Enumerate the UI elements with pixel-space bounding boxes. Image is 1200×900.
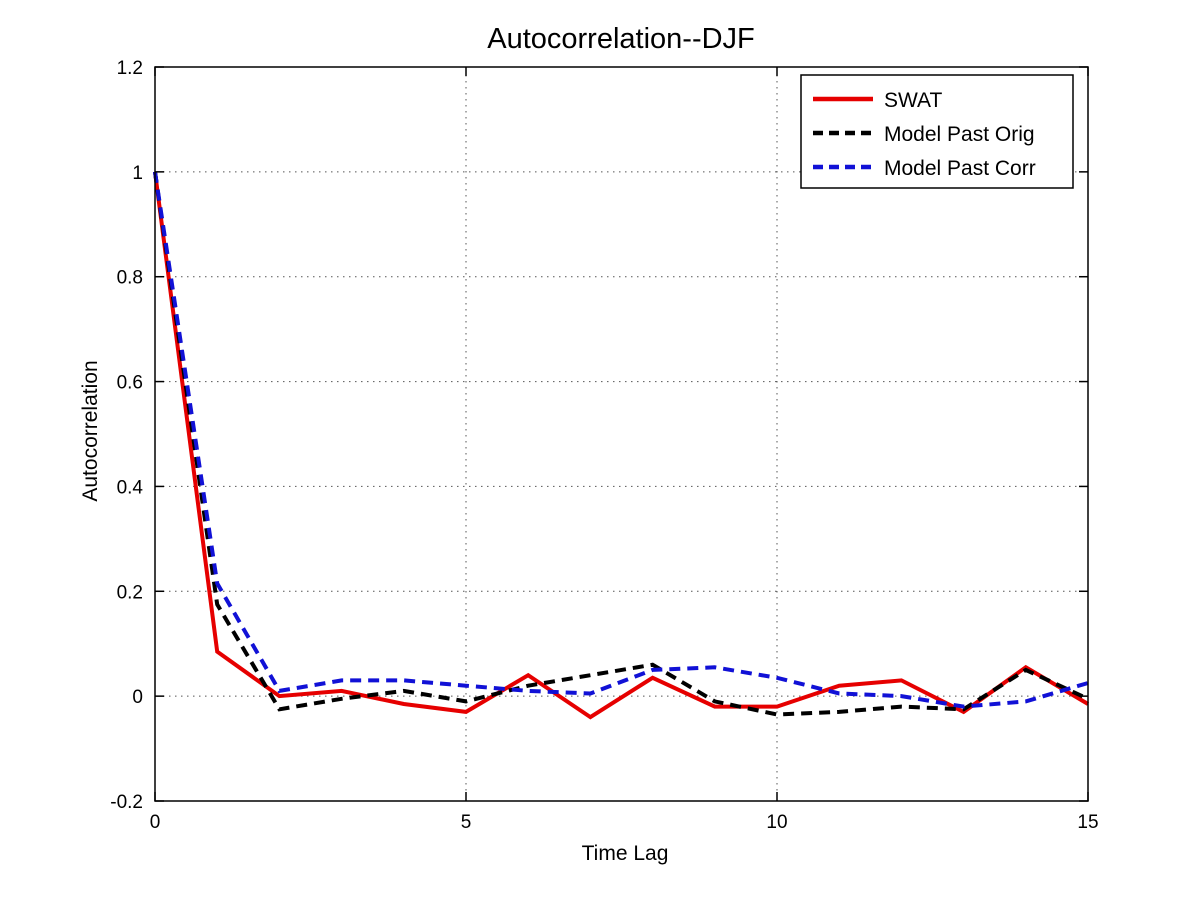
y-tick-label: -0.2 [110,792,143,813]
y-tick-label: 0.4 [117,477,144,498]
legend-item-model-past-orig: Model Past Orig [813,123,1035,146]
legend-label-model-past-corr: Model Past Corr [884,157,1036,180]
y-axis-label: Autocorrelation [79,360,102,501]
y-tick-labels: -0.2 0 0.2 0.4 0.6 0.8 1 1.2 [110,58,143,813]
y-tick-label: 1 [132,163,143,184]
legend-label-model-past-orig: Model Past Orig [884,123,1035,146]
legend-item-model-past-corr: Model Past Corr [813,157,1036,180]
y-tick-label: 1.2 [117,58,143,79]
plot-border [154,66,1089,802]
y-tick-label: 0 [132,687,143,708]
legend: SWAT Model Past Orig Model Past Corr [800,74,1074,189]
x-tick-labels: 0 5 10 15 [150,812,1099,833]
series-line-swat [153,171,1090,720]
x-axis-label: Time Lag [582,842,669,865]
x-tick-label: 5 [461,812,472,833]
y-tick-label: 0.2 [117,582,143,603]
series-line-model-past-orig [153,171,1089,717]
axis-ticks [154,66,1089,802]
y-tick-label: 0.8 [117,268,143,289]
series-line-model-past-corr [153,171,1089,709]
legend-item-swat: SWAT [813,89,942,112]
x-tick-label: 0 [150,812,161,833]
x-tick-label: 15 [1077,812,1098,833]
legend-label-swat: SWAT [884,89,942,112]
x-tick-label: 10 [766,812,787,833]
y-tick-label: 0.6 [117,373,143,394]
chart-title: Autocorrelation--DJF [487,23,755,55]
data-series [153,171,1090,720]
